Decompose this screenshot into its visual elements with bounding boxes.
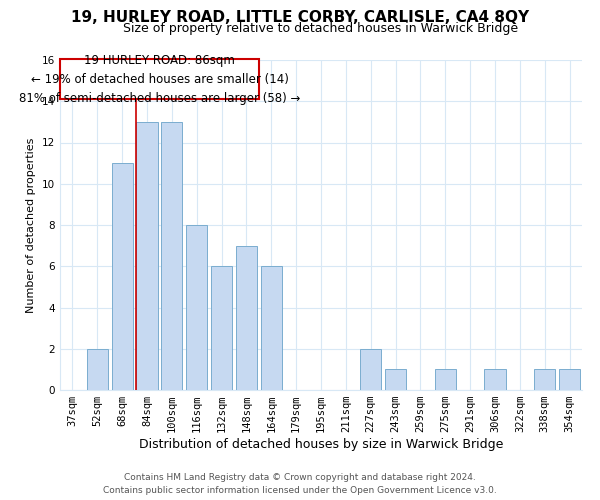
Bar	[112, 163, 133, 390]
Text: Contains HM Land Registry data © Crown copyright and database right 2024.
Contai: Contains HM Land Registry data © Crown c…	[103, 474, 497, 495]
Bar	[559, 370, 580, 390]
Bar	[161, 122, 182, 390]
Bar	[136, 122, 158, 390]
FancyBboxPatch shape	[61, 59, 259, 99]
Bar	[186, 225, 207, 390]
Text: 19, HURLEY ROAD, LITTLE CORBY, CARLISLE, CA4 8QY: 19, HURLEY ROAD, LITTLE CORBY, CARLISLE,…	[71, 10, 529, 25]
Bar	[236, 246, 257, 390]
Title: Size of property relative to detached houses in Warwick Bridge: Size of property relative to detached ho…	[124, 22, 518, 35]
Bar	[261, 266, 282, 390]
Text: 19 HURLEY ROAD: 86sqm
← 19% of detached houses are smaller (14)
81% of semi-deta: 19 HURLEY ROAD: 86sqm ← 19% of detached …	[19, 54, 301, 104]
Bar	[534, 370, 555, 390]
Bar	[87, 349, 108, 390]
Bar	[484, 370, 506, 390]
Y-axis label: Number of detached properties: Number of detached properties	[26, 138, 37, 312]
Bar	[435, 370, 456, 390]
X-axis label: Distribution of detached houses by size in Warwick Bridge: Distribution of detached houses by size …	[139, 438, 503, 451]
Bar	[211, 266, 232, 390]
Bar	[360, 349, 381, 390]
Bar	[385, 370, 406, 390]
